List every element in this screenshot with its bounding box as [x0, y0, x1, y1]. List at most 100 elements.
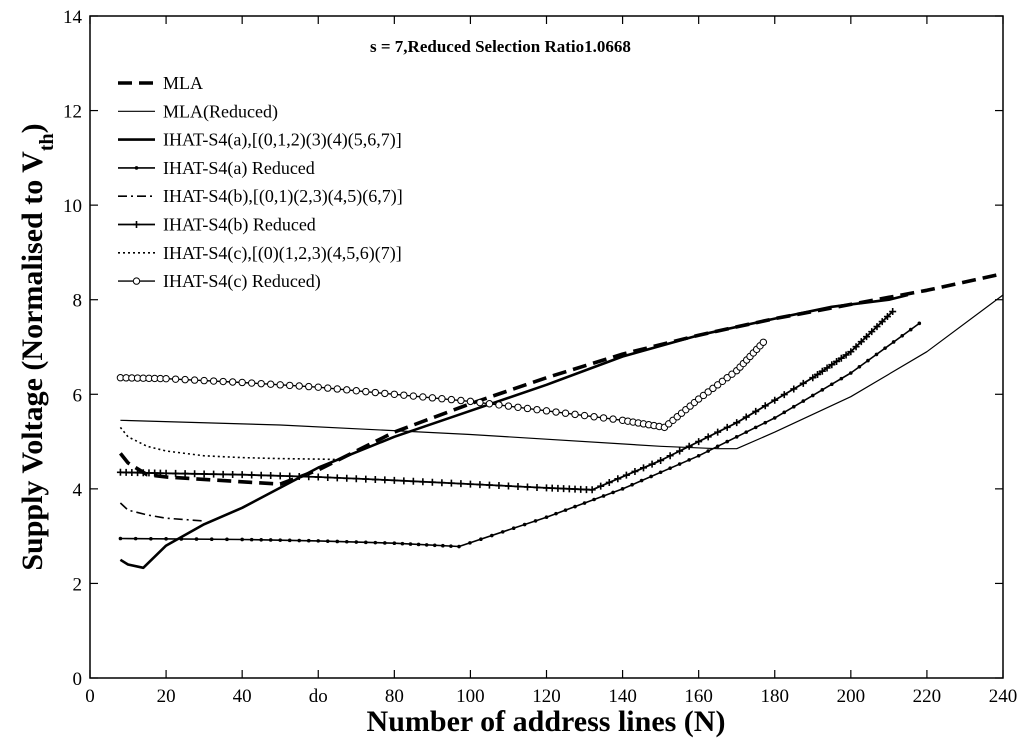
x-tick-label: 100 [456, 686, 485, 707]
series-marker [676, 447, 684, 455]
series-marker [457, 544, 461, 549]
series-marker [333, 474, 341, 482]
series-marker [447, 395, 456, 404]
series-marker [533, 483, 541, 491]
y-tick-label: 10 [63, 196, 82, 217]
series-line [120, 322, 920, 548]
series-marker [229, 470, 237, 478]
series-marker [580, 411, 589, 420]
series-marker [900, 333, 904, 338]
series-marker [657, 456, 665, 464]
series-marker [162, 469, 170, 477]
series-marker [866, 358, 870, 363]
x-tick-label: 40 [233, 686, 252, 707]
x-tick-label: 200 [837, 686, 866, 707]
series-marker [476, 481, 484, 489]
series-marker [400, 541, 405, 546]
series-marker [409, 477, 417, 485]
series-marker [343, 474, 351, 482]
series-marker [588, 486, 596, 494]
series-marker [441, 543, 445, 548]
series-marker [514, 482, 522, 490]
series-marker [390, 390, 399, 398]
series-marker [133, 536, 138, 541]
series-marker [828, 361, 836, 369]
series-marker [149, 536, 153, 541]
series-marker [438, 479, 446, 487]
series-marker [852, 343, 860, 351]
series-marker [544, 515, 549, 520]
y-tick-label: 6 [73, 385, 83, 406]
legend-item-8: IHAT-S4(c) Reduced) [118, 271, 321, 292]
series-marker [715, 444, 720, 449]
series-marker [823, 364, 831, 372]
series-marker [847, 348, 855, 356]
series-marker [648, 460, 656, 468]
legend-label: IHAT-S4(b) Reduced [163, 215, 316, 236]
series-marker [639, 478, 644, 483]
series-marker [523, 404, 532, 413]
series-marker [908, 327, 913, 332]
series-marker [316, 539, 321, 543]
series-marker [343, 386, 351, 394]
series-marker [314, 473, 322, 481]
tick-group: 0 20 40 do 80 100 120 140 160 180 200 220 240 0 2 4 6 8 10… [63, 7, 1017, 707]
series-marker [295, 472, 303, 480]
series-marker [240, 537, 244, 542]
series-line [119, 426, 338, 461]
series-marker [352, 387, 360, 395]
series-marker [267, 472, 275, 480]
series-marker [228, 378, 237, 386]
series-marker [631, 467, 639, 475]
series-marker [799, 379, 807, 387]
x-tick-label: 140 [608, 686, 637, 707]
series-marker [889, 308, 897, 316]
series-marker [842, 351, 850, 359]
series-marker [344, 539, 349, 544]
y-tick-label: 0 [73, 669, 83, 690]
series-marker [820, 388, 825, 392]
series-marker [695, 438, 703, 446]
series-marker [209, 377, 218, 385]
series-marker [582, 501, 587, 505]
series-marker [278, 538, 283, 542]
x-tick-label: 240 [989, 686, 1018, 707]
series-marker [699, 391, 708, 400]
series-marker [857, 365, 862, 369]
series-marker [857, 338, 865, 346]
series-line [120, 294, 1004, 450]
series-marker [247, 379, 256, 387]
series-marker [266, 380, 275, 388]
series-marker [714, 428, 722, 436]
series-marker [324, 473, 332, 481]
series-marker [849, 371, 853, 375]
series-marker [771, 396, 779, 404]
series-marker [620, 487, 625, 491]
series-marker [725, 439, 729, 444]
series-marker [780, 391, 788, 399]
series-marker [504, 482, 512, 490]
series-line [119, 293, 909, 570]
series-marker [191, 470, 199, 478]
series-marker [734, 435, 739, 439]
series-marker [210, 470, 218, 478]
series-marker [573, 504, 577, 509]
series-marker [514, 403, 522, 411]
series-marker [490, 533, 494, 538]
series-marker [522, 522, 527, 527]
series-marker [590, 413, 598, 421]
y-tick-label: 8 [73, 291, 83, 312]
series-marker [447, 479, 455, 487]
legend-item-4: IHAT-S4(a) Reduced [118, 158, 315, 179]
series-marker [354, 540, 359, 544]
series-marker [409, 392, 418, 400]
series-marker [759, 338, 768, 346]
series-marker [194, 537, 199, 541]
legend-label: IHAT-S4(a),[(0,1,2)(3)(4)(5,6,7)] [163, 130, 402, 151]
series-marker [818, 367, 826, 375]
series-marker [335, 539, 340, 544]
series-marker [495, 401, 503, 409]
legend-marker [133, 221, 140, 228]
series-marker [268, 538, 273, 542]
